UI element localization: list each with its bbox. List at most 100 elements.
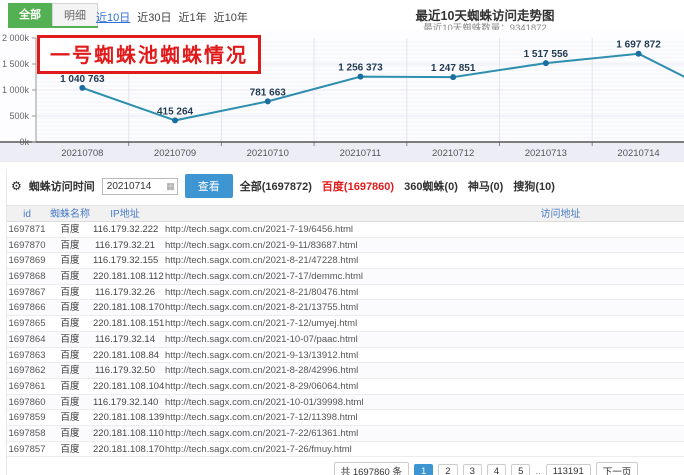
tab-detail[interactable]: 明细 (52, 3, 98, 26)
count-shenma[interactable]: 神马(0) (467, 181, 504, 193)
visit-date-input[interactable] (101, 177, 178, 195)
table-header-row: id 蜘蛛名称 IP地址 访问地址 (7, 205, 684, 222)
cell-visit-url: http://tech.sagx.com.cn/2021-9-13/13912.… (165, 349, 359, 361)
cell-visit-url: http://tech.sagx.com.cn/2021-7-12/umyej.… (165, 318, 358, 330)
cell-id: 1697861 (8, 380, 46, 392)
cell-ip: 220.181.108.84 (93, 349, 160, 361)
cell-spider-name: 百度 (60, 396, 80, 408)
table-row: 1697867 百度 116.179.32.26 http://tech.sagx.c… (7, 285, 684, 301)
cell-id: 1697858 (8, 427, 46, 439)
cell-spider-name: 百度 (60, 318, 80, 330)
pagination: 共 1697860 条 1 2 3 4 5.. 113191 下一页 (7, 462, 684, 475)
count-sogou[interactable]: 搜狗(10) (513, 181, 555, 193)
cell-visit-url: http://tech.sagx.com.cn/2021-8-21/80476.… (165, 286, 359, 298)
cell-spider-name: 百度 (60, 333, 80, 345)
cell-ip: 116.179.32.50 (94, 365, 155, 377)
cell-visit-url: http://tech.sagx.com.cn/2021-8-21/47228.… (165, 255, 359, 267)
page-button-4[interactable]: 4 (486, 463, 507, 475)
x-tick-label: 20210714 (617, 148, 659, 159)
cell-id: 1697863 (8, 349, 46, 361)
cell-visit-url: http://tech.sagx.com.cn/2021-7-17/demmc.… (165, 271, 364, 283)
table-row: 1697869 百度 116.179.32.155 http://tech.sagx.… (7, 253, 684, 270)
cell-visit-url: http://tech.sagx.com.cn/2021-8-21/13755.… (165, 302, 359, 314)
x-tick-label: 20210708 (61, 148, 103, 159)
cell-visit-url: http://tech.sagx.com.cn/2021-8-28/42996.… (165, 365, 359, 377)
gear-icon[interactable]: ⚙ (11, 179, 22, 193)
cell-id: 1697859 (8, 412, 46, 424)
date-box: ▦ (101, 177, 178, 195)
page-button-1[interactable]: 1 (413, 463, 434, 475)
cell-id: 1697869 (8, 255, 46, 267)
date-range-links: 近10日 近30日 近1年 近10年 (96, 9, 248, 25)
cell-spider-name: 百度 (60, 443, 80, 455)
cell-id: 1697867 (8, 286, 46, 298)
range-link-last-10-years[interactable]: 近10年 (213, 12, 248, 24)
column-header-spider-name[interactable]: 蜘蛛名称 (50, 209, 90, 220)
column-header-ip[interactable]: IP地址 (110, 209, 140, 220)
pagination-ellipsis: .. (535, 465, 541, 475)
table-row: 1697864 百度 116.179.32.14 http://tech.sagx.c… (7, 331, 684, 348)
column-header-visit-url[interactable]: 访问地址 (540, 209, 581, 220)
cell-spider-name: 百度 (60, 224, 80, 235)
cell-visit-url: http://tech.sagx.com.cn/2021-7-12/11398.… (165, 412, 358, 424)
table-row: 1697858 百度 220.181.108.110 http://tech.sagx… (7, 425, 684, 442)
x-tick-label: 20210711 (340, 148, 382, 159)
count-baidu[interactable]: 百度(1697860) (321, 181, 395, 193)
calendar-icon[interactable]: ▦ (166, 180, 175, 191)
cell-spider-name: 百度 (60, 286, 80, 298)
cell-ip: 220.181.108.104 (93, 380, 165, 392)
cell-ip: 220.181.108.110 (93, 427, 164, 439)
range-link-last-30-days[interactable]: 近30日 (137, 12, 172, 24)
data-point (357, 73, 364, 80)
cell-spider-name: 百度 (60, 365, 80, 377)
table-row: 1697860 百度 116.179.32.140 http://tech.sagx.… (7, 394, 684, 411)
page-button-5[interactable]: 5 (511, 463, 531, 475)
column-header-id[interactable]: id (23, 209, 31, 220)
data-point (542, 60, 549, 67)
visit-time-label: 蜘蛛访问时间 (28, 181, 95, 193)
cell-visit-url: http://tech.sagx.com.cn/2021-9-11/83687.… (165, 239, 358, 251)
page-button-3[interactable]: 3 (462, 463, 482, 475)
data-point-label: 781 663 (250, 87, 287, 98)
data-point-label: 1 517 556 (524, 49, 569, 60)
cell-visit-url: http://tech.sagx.com.cn/2021-7-19/6456.h… (165, 224, 353, 235)
view-tabs: 全部 明细 (8, 3, 98, 28)
count-all[interactable]: 全部(1697872) (239, 181, 312, 193)
trend-chart: 1 040 763 415 264 781 663 1 256 373 1 247 85… (0, 30, 684, 162)
data-point (172, 117, 179, 124)
x-tick-label: 20210710 (247, 148, 289, 159)
data-point-label: 1 256 373 (338, 63, 383, 74)
cell-ip: 220.181.108.112 (93, 271, 164, 283)
range-link-last-1-year[interactable]: 近1年 (178, 12, 207, 24)
data-point-label: 415 264 (157, 106, 194, 117)
y-tick-label: 500k (9, 111, 29, 121)
cell-ip: 116.179.32.26 (94, 286, 155, 298)
cell-ip: 220.181.108.151 (93, 318, 165, 330)
table-row: 1697863 百度 220.181.108.84 http://tech.sagx.… (7, 348, 684, 364)
table-row: 1697862 百度 116.179.32.50 http://tech.sagx.c… (7, 363, 684, 379)
count-360-spider[interactable]: 360蜘蛛(0) (404, 181, 458, 193)
spider-log-panel: ⚙ 蜘蛛访问时间 ▦ 查看 全部(1697872) 百度(1697860) 360蜘… (6, 170, 684, 475)
cell-spider-name: 百度 (60, 380, 80, 392)
data-point (635, 50, 642, 57)
x-tick-label: 20210713 (525, 148, 567, 159)
table-body: 1697871 百度 116.179.32.222 http://tech.sagx.… (7, 222, 684, 458)
page-button-113191[interactable]: 113191 (545, 463, 591, 475)
table-row: 1697868 百度 220.181.108.112 http://tech.sagx… (7, 269, 684, 285)
pagination-total: 共 1697860 条 (333, 462, 409, 475)
range-link-last-10-days[interactable]: 近10日 (96, 12, 131, 24)
chart-subtitle: 最近10天蜘蛛数量：9341872 (423, 23, 547, 34)
tab-all[interactable]: 全部 (8, 3, 52, 26)
cell-ip: 116.179.32.155 (93, 255, 159, 267)
view-button[interactable]: 查看 (184, 174, 233, 198)
page-button-2[interactable]: 2 (438, 463, 458, 475)
data-point (264, 98, 271, 105)
cell-id: 1697857 (8, 443, 46, 455)
cell-id: 1697860 (8, 396, 46, 408)
next-page-button[interactable]: 下一页 (595, 462, 639, 475)
cell-visit-url: http://tech.sagx.com.cn/2021-10-01/39998… (165, 396, 364, 408)
cell-ip: 220.181.108.170 (93, 302, 165, 314)
data-point (79, 84, 86, 91)
